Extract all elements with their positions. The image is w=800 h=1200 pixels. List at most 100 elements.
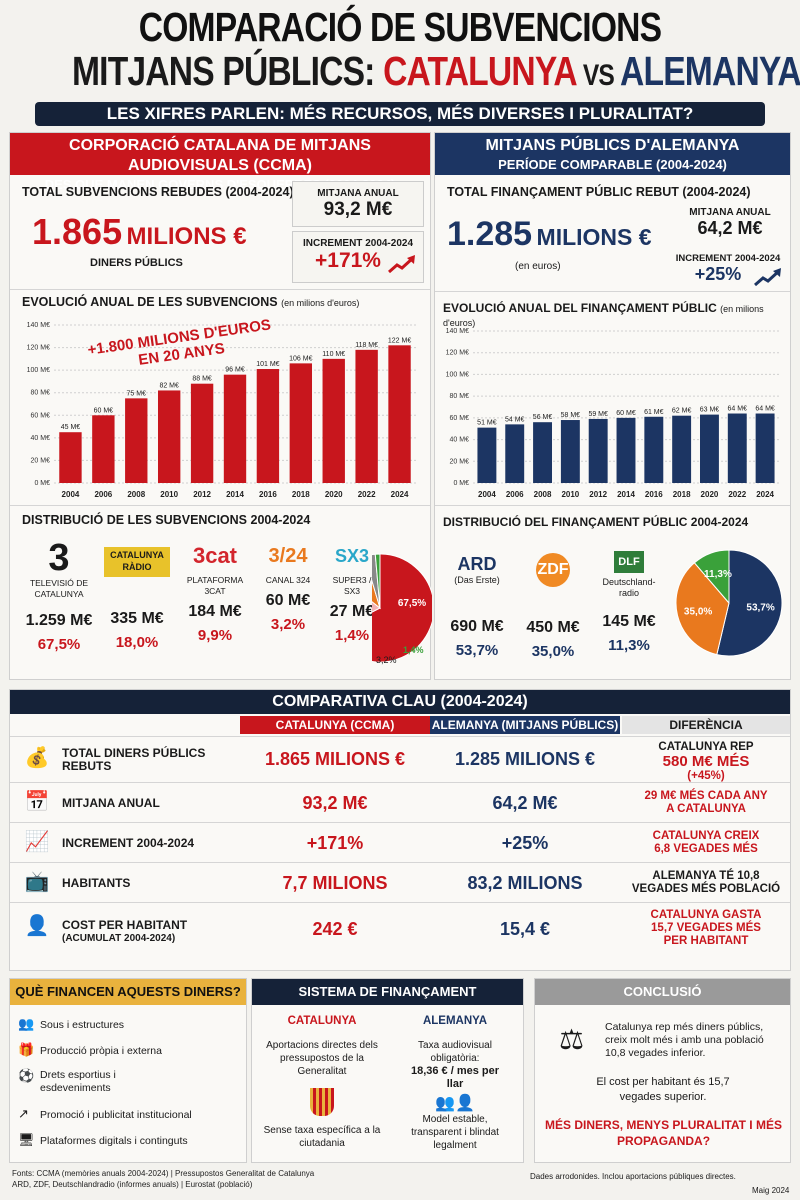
sx3-logo: SX3: [334, 546, 370, 566]
row-diff: ALEMANYA TÉ 10,8 VEGADES MÉS POBLACIÓ: [631, 870, 781, 895]
ard-value: 690 M€: [450, 618, 504, 635]
324-name: CANAL 324: [265, 575, 311, 585]
catalunya-chart-ytick: 120 M€: [27, 345, 50, 352]
alemanya-chart-bar-label: 64 M€: [728, 406, 748, 413]
catalunya-pie-slice: [374, 553, 381, 609]
catradio-pct: 18,0%: [115, 634, 159, 651]
list-item: 🖥 Plataformes digitals i continguts: [18, 1132, 188, 1147]
calendar-icon: 📅: [24, 791, 50, 813]
catalunya-chart-xtick: 2006: [94, 490, 112, 499]
alemanya-total-sub: (en euros): [515, 261, 561, 272]
catalunya-inc-value: +171%: [315, 249, 381, 272]
trend-up-icon: [754, 268, 781, 287]
ard-logo: ARD: [457, 554, 497, 574]
row-ger-value: 64,2 M€: [492, 793, 558, 813]
comparative-title: COMPARATIVA CLAU (2004-2024): [10, 690, 790, 714]
dlf-value: 145 M€: [602, 613, 656, 630]
3cat-pct: 9,9%: [197, 627, 233, 644]
table-row: 👤 COST PER HABITANT (ACUMULAT 2004-2024) …: [10, 902, 790, 970]
alemanya-chart-bar-label: 64 M€: [755, 406, 775, 413]
catalunya-chart-xtick: 2008: [127, 490, 145, 499]
row-cat-value: 242 €: [312, 919, 358, 939]
catalunya-chart-bar: [256, 369, 280, 483]
catradio-value: 335 M€: [110, 610, 164, 627]
col-alemanya: ALEMANYA (MITJANS PÚBLICS): [430, 716, 620, 734]
system-ger-fee: 18,36 € / mes per llar: [410, 1065, 500, 1090]
catalunya-chart-bar: [59, 432, 82, 483]
alemanya-header-sub: PERÍODE COMPARABLE (2004-2024): [498, 157, 727, 172]
alemanya-chart-xtick: 2020: [701, 490, 719, 499]
catalunya-chart-bar: [92, 415, 115, 483]
brand-zdf: ZDF 450 M€ 35,0%: [517, 553, 589, 660]
alemanya-chart-ytick: 120 M€: [446, 350, 469, 357]
catalunya-chart-ytick: 40 M€: [31, 435, 51, 442]
catalunya-chart-bar-label: 110 M€: [322, 351, 345, 358]
catalunya-chart-bar: [289, 363, 313, 483]
brand-324: 3/24 CANAL 324 60 M€ 3,2%: [254, 543, 322, 633]
3cat-logo: 3cat: [192, 543, 238, 568]
row-ger-value: 1.285 MILIONS €: [454, 749, 596, 769]
row-label: MITJANA ANUAL: [62, 796, 160, 810]
row-label: TOTAL DINERS PÚBLICS REBUTS: [62, 746, 206, 773]
catalunya-total-value: 1.865 MILIONS €: [32, 211, 247, 252]
catalunya-chart-bar-label: 106 M€: [289, 355, 312, 362]
zdf-value: 450 M€: [526, 619, 580, 636]
catalunya-chart-xtick: 2018: [292, 490, 310, 499]
sx3-pct: 1,4%: [334, 627, 370, 644]
catalunya-avg-value: 93,2 M€: [323, 199, 393, 220]
catalunya-chart-xtick: 2016: [259, 490, 277, 499]
catalunya-total-label: TOTAL SUBVENCIONS REBUDES (2004-2024): [22, 185, 294, 199]
list-item: 🎁 Producció pròpia i externa: [18, 1042, 162, 1057]
alemanya-chart-ytick: 20 M€: [450, 458, 470, 465]
zdf-logo: ZDF: [536, 553, 570, 587]
brand-3cat: 3cat PLATAFORMA 3CAT 184 M€ 9,9%: [176, 543, 254, 644]
system-panel: SISTEMA DE FINANÇAMENT CATALUNYA Aportac…: [251, 978, 524, 1163]
ard-name: (Das Erste): [454, 575, 500, 585]
catalunya-bar-chart: 0 M€ 20 M€ 40 M€ 60 M€ 80 M€ 100 M€ 120 M€ 140 …: [27, 322, 416, 499]
growth-chart-icon: 📈: [24, 831, 50, 853]
brand-sx3: SX3 SUPER3 / SX3 27 M€ 1,4%: [328, 543, 376, 644]
catalunya-header: CORPORACIÓ CATALANA DE MITJANS AUDIOVISU…: [10, 133, 430, 192]
catradio-logo: CATALUNYA RÀDIO: [104, 547, 170, 577]
system-cat-head: CATALUNYA: [287, 1015, 357, 1027]
title-prefix: MITJANS PÚBLICS:: [72, 48, 384, 94]
catalunya-chart-xtick: 2010: [160, 490, 178, 499]
table-row: 📈 INCREMENT 2004-2024 +171% +25% CATALUN…: [10, 822, 790, 862]
row-cat-value: +171%: [306, 833, 364, 853]
alemanya-chart-xtick: 2006: [506, 490, 524, 499]
alemanya-chart-bar-label: 61 M€: [644, 409, 664, 416]
alemanya-avg-label: MITJANA ANUAL: [689, 207, 771, 218]
dlf-name: Deutschland-radio: [602, 577, 656, 598]
alemanya-chart-ytick: 0 M€: [453, 480, 469, 487]
catalunya-chart-bar-label: 122 M€: [388, 337, 411, 344]
catalan-flag-icon: [310, 1088, 334, 1116]
row-ger-value: 15,4 €: [499, 919, 551, 939]
dlf-pct: 11,3%: [608, 637, 650, 654]
catalunya-pie-slice: [372, 553, 432, 663]
catalunya-chart-bar: [157, 390, 181, 483]
footer-sources: Fonts: CCMA (memòries anuals 2004-2024) …: [12, 1169, 315, 1189]
catalunya-chart-ytick: 20 M€: [31, 457, 51, 464]
alemanya-inc-value: +25%: [694, 264, 742, 284]
people-icon: 👥: [18, 1016, 35, 1031]
alemanya-total-label: TOTAL FINANÇAMENT PÚBLIC REBUT (2004-202…: [447, 185, 751, 199]
trend-up-icon: [388, 255, 415, 274]
tv3-name: TELEVISIÓ DE CATALUNYA: [29, 578, 89, 599]
alemanya-pie-label: 35,0%: [684, 607, 712, 618]
catalunya-pie-label-small2: 3,2%: [376, 655, 397, 665]
alemanya-chart-bar: [560, 420, 580, 483]
alemanya-pie-chart: 53,7% 35,0% 11,3%: [675, 549, 783, 657]
tv3-logo: 3: [48, 537, 70, 579]
catalunya-pie-chart: 67,5%: [372, 553, 432, 663]
households-icon: 👥👤: [435, 1095, 475, 1112]
alemanya-chart-xtick: 2022: [728, 490, 746, 499]
alemanya-chart-bar: [533, 422, 553, 483]
alemanya-pie-slice: [693, 549, 730, 605]
catalunya-chart-bar-label: 45 M€: [61, 424, 81, 431]
alemanya-chart-bar-label: 62 M€: [672, 408, 692, 415]
catalunya-chart-bar-label: 96 M€: [225, 367, 245, 374]
row-label: HABITANTS: [62, 876, 131, 890]
catalunya-chart-bar: [388, 345, 411, 483]
alemanya-bar-chart: 0 M€ 20 M€ 40 M€ 60 M€ 80 M€ 100 M€ 120 M€ 140 …: [446, 328, 779, 499]
row-ger-value: 83,2 MILIONS: [467, 873, 583, 893]
